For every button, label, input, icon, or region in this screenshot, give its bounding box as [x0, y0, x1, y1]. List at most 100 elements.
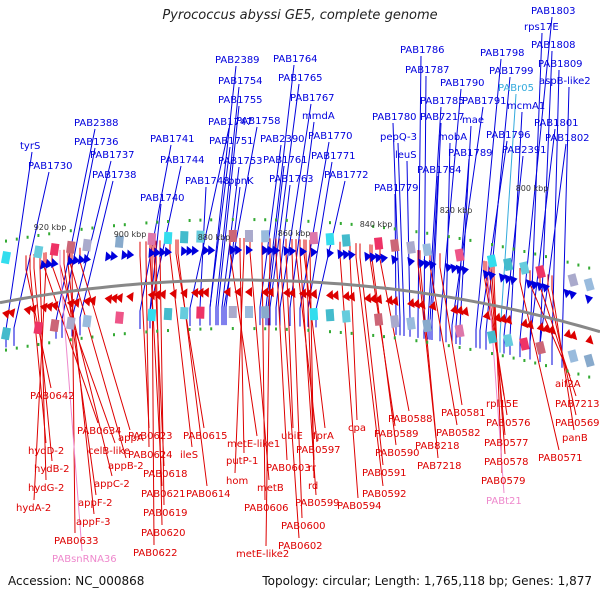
gene-label-top: PAB1747 — [208, 117, 253, 128]
gene-label-top: PAB1744 — [160, 155, 205, 166]
track-tick — [588, 266, 591, 270]
feature-tile — [519, 337, 530, 351]
bottom-leader-line — [234, 238, 245, 474]
gene-label-bottom: panB — [562, 433, 588, 444]
gene-label-top: mae — [462, 115, 484, 126]
gene-label-bottom: metE-like1 — [227, 439, 280, 450]
feature-tile — [583, 277, 595, 292]
gene-label-bottom: PAB0592 — [362, 489, 407, 500]
reverse-gene-arrow — [455, 305, 464, 316]
bottom-leader-line — [519, 267, 560, 451]
reverse-gene-arrow — [196, 287, 204, 298]
reverse-gene-arrow — [7, 308, 16, 319]
reverse-gene-arrow — [282, 287, 290, 298]
track-tick — [491, 352, 493, 356]
feature-tile — [114, 311, 124, 325]
feature-tile — [373, 237, 384, 250]
track-tick — [188, 218, 191, 222]
gene-label-bottom: PAB0633 — [54, 536, 99, 547]
feature-tile — [179, 231, 189, 244]
gene-label-bottom: PAB0619 — [143, 508, 188, 519]
gene-label-bottom: PAB0642 — [30, 391, 75, 402]
forward-gene-arrow — [348, 250, 356, 261]
track-tick — [501, 245, 504, 249]
gene-label-top: PAB1758 — [236, 116, 281, 127]
feature-tile — [503, 257, 514, 272]
bottom-leader-line — [29, 254, 47, 444]
reverse-gene-arrow — [29, 304, 37, 315]
feature-tile — [535, 341, 546, 355]
reverse-gene-arrow — [104, 294, 113, 305]
reverse-gene-arrow — [39, 302, 48, 313]
bottom-leader-line — [305, 239, 315, 461]
gene-label-bottom: PAB0602 — [278, 541, 323, 552]
gene-label-bottom: PAB0590 — [375, 448, 420, 459]
bottom-leader-line — [239, 238, 245, 454]
top-leader-line — [479, 140, 508, 349]
top-leader-line — [79, 180, 114, 336]
track-tick — [339, 330, 342, 334]
reverse-gene-arrow — [158, 289, 166, 300]
forward-gene-arrow — [289, 246, 297, 257]
top-leader-line — [269, 83, 300, 326]
gene-label-bottom: PAB0569 — [555, 418, 600, 429]
track-tick — [199, 218, 202, 222]
forward-gene-arrow — [45, 258, 54, 269]
feature-tile — [244, 306, 254, 319]
reverse-gene-arrow — [72, 297, 80, 308]
gene-label-bottom: aif2A — [555, 379, 581, 390]
accession-text: Accession: NC_000868 — [8, 574, 145, 588]
gene-label-top: PAB1780 — [372, 112, 417, 123]
reverse-gene-arrow — [261, 287, 269, 298]
track-tick — [264, 218, 267, 222]
track-tick — [588, 375, 591, 379]
track-tick — [372, 333, 375, 337]
gene-label-bottom: PAB0624 — [128, 450, 173, 461]
feature-tile — [567, 273, 579, 287]
gene-label-bottom: PAB0578 — [484, 457, 529, 468]
gene-label-top: PAB1785 — [420, 96, 465, 107]
gene-label-bottom: putP-1 — [226, 456, 258, 467]
gene-label-top: PAB1808 — [531, 40, 576, 51]
gene-label-top: PAB1736 — [74, 137, 119, 148]
reverse-gene-arrow — [110, 293, 118, 304]
top-leader-line — [13, 171, 50, 346]
bottom-leader-line — [177, 239, 208, 487]
track-tick — [69, 338, 72, 342]
reverse-gene-arrow — [482, 310, 491, 321]
top-leader-line — [417, 55, 422, 338]
feature-tile — [341, 234, 351, 247]
reverse-gene-arrow — [23, 305, 32, 316]
gene-label-bottom: PAB7218 — [417, 461, 462, 472]
track-tick — [26, 344, 29, 348]
gene-label-bottom: PAB0634 — [77, 426, 122, 437]
feature-tile — [309, 307, 319, 321]
gene-label-top: PABr05 — [498, 83, 534, 94]
top-leader-line — [561, 86, 570, 368]
track-tick — [210, 327, 213, 331]
feature-tile — [147, 308, 157, 322]
feature-tile — [244, 230, 254, 243]
gene-label-bottom: celB-like — [88, 446, 130, 457]
forward-gene-arrow — [326, 248, 334, 259]
bottom-leader-line — [299, 239, 317, 496]
page-title: Pyrococcus abyssi GE5, complete genome — [162, 8, 438, 23]
reverse-gene-arrow — [461, 306, 469, 317]
gene-label-bottom: PAB0622 — [133, 548, 178, 559]
track-tick — [80, 227, 83, 231]
feature-tile — [228, 229, 237, 243]
track-tick — [566, 369, 569, 373]
track-tick — [275, 327, 277, 331]
reverse-gene-arrow — [374, 294, 383, 305]
gene-label-top: PAB1791 — [462, 96, 507, 107]
feature-tile — [486, 254, 498, 268]
track-tick — [80, 336, 83, 340]
track-tick — [15, 346, 18, 350]
reverse-gene-arrow — [428, 301, 437, 312]
track-tick — [469, 347, 472, 351]
feature-tile — [49, 318, 60, 333]
top-leader-line — [392, 122, 401, 336]
track-tick — [383, 335, 385, 339]
forward-gene-arrow — [391, 254, 399, 265]
